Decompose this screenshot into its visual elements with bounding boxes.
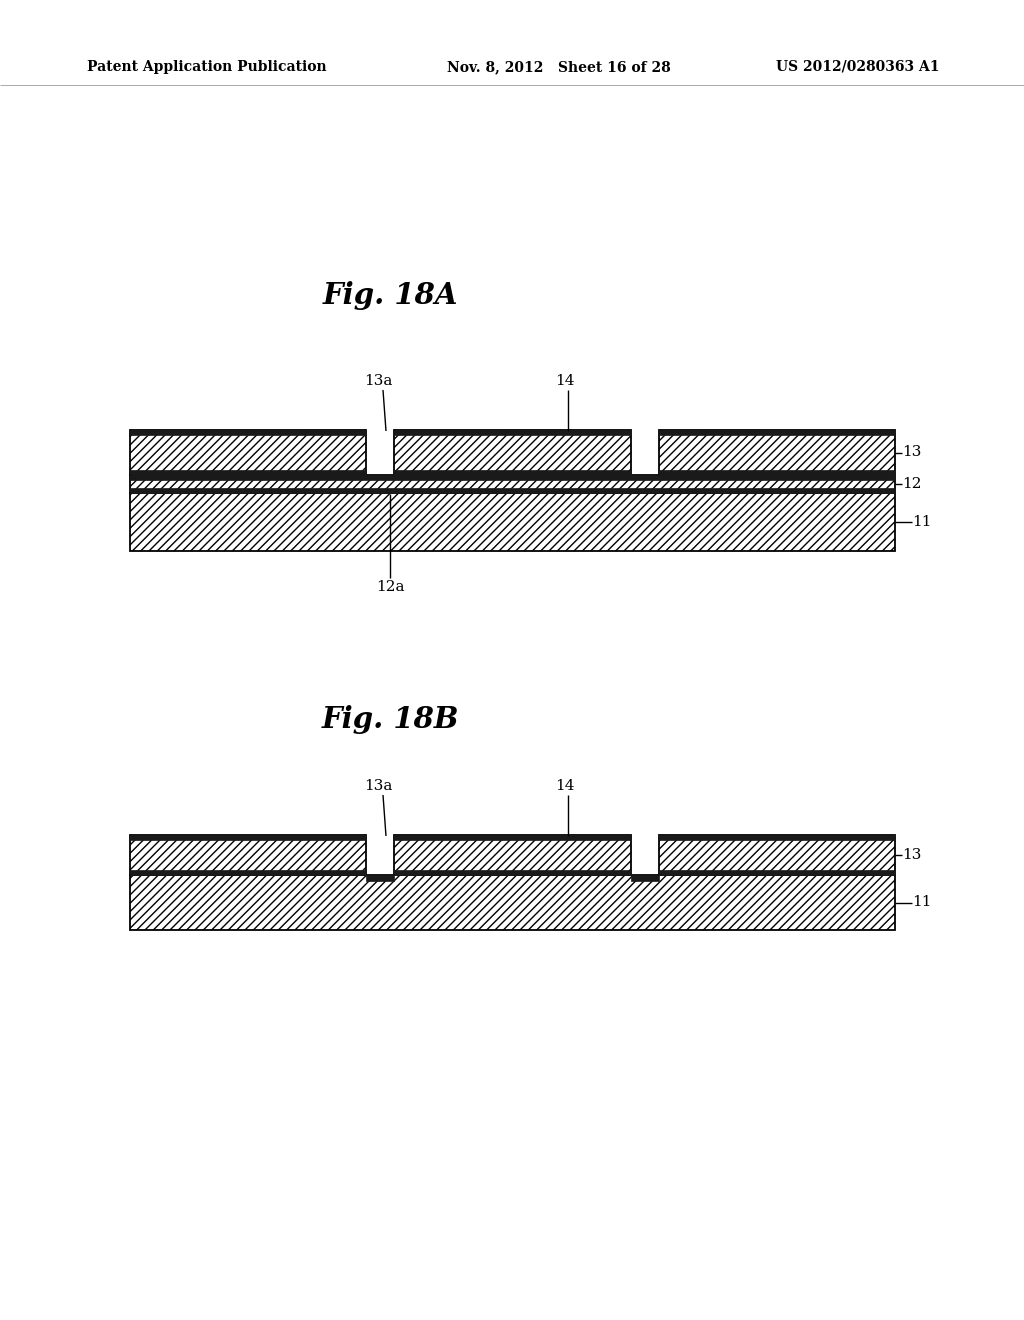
Bar <box>658 430 895 475</box>
Bar <box>130 870 367 875</box>
Bar <box>394 836 631 840</box>
Text: Fig. 18A: Fig. 18A <box>323 281 458 309</box>
Text: US 2012/0280363 A1: US 2012/0280363 A1 <box>776 59 940 74</box>
Text: 12: 12 <box>902 477 922 491</box>
Bar <box>394 430 631 475</box>
Bar <box>130 488 895 492</box>
Bar <box>394 470 631 475</box>
Bar <box>130 430 367 436</box>
Bar <box>130 470 367 475</box>
Text: 13: 13 <box>902 446 922 459</box>
Bar <box>130 430 367 475</box>
Text: 13: 13 <box>902 847 922 862</box>
Bar <box>130 492 895 550</box>
Text: Fig. 18B: Fig. 18B <box>322 705 459 734</box>
Text: 14: 14 <box>555 779 574 793</box>
Bar <box>394 430 631 436</box>
Text: Nov. 8, 2012   Sheet 16 of 28: Nov. 8, 2012 Sheet 16 of 28 <box>447 59 671 74</box>
Bar <box>658 470 895 475</box>
Bar <box>130 836 367 875</box>
Bar <box>130 836 367 840</box>
Text: 12a: 12a <box>376 579 404 594</box>
Text: 11: 11 <box>912 515 932 529</box>
Bar <box>658 430 895 436</box>
Bar <box>130 475 895 492</box>
Bar <box>631 875 658 880</box>
Text: 13a: 13a <box>364 374 392 388</box>
Bar <box>367 875 394 880</box>
Text: 14: 14 <box>555 374 574 388</box>
Bar <box>394 870 631 875</box>
Bar <box>130 475 895 480</box>
Bar <box>658 870 895 875</box>
Text: Patent Application Publication: Patent Application Publication <box>87 59 327 74</box>
Text: 13a: 13a <box>364 779 392 793</box>
Bar <box>658 836 895 840</box>
Bar <box>658 836 895 875</box>
Bar <box>394 836 631 875</box>
Text: 11: 11 <box>912 895 932 909</box>
Bar <box>130 875 895 931</box>
